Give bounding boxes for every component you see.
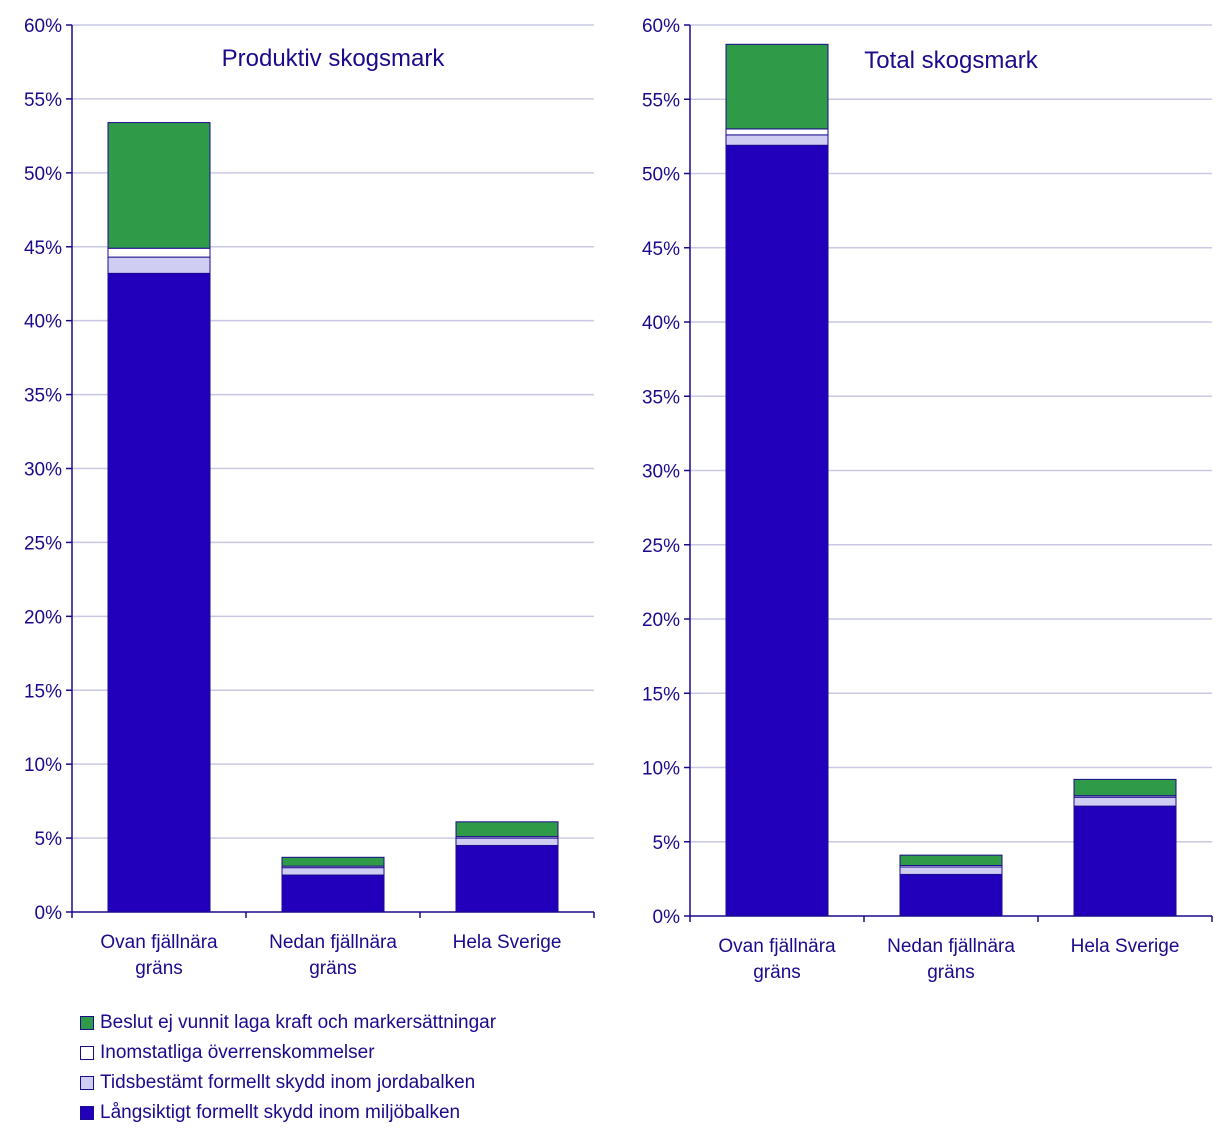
- bar-segment: [725, 134, 829, 146]
- x-category-label: Ovan fjällnära gräns: [718, 936, 836, 983]
- y-tick-label: 0%: [653, 907, 681, 928]
- legend-item-beslut: Beslut ej vunnit laga kraft och markersä…: [80, 1008, 496, 1038]
- x-category-label: Ovan fjällnära gräns: [100, 932, 218, 979]
- y-tick-label: 15%: [24, 681, 62, 702]
- y-tick-label: 0%: [35, 903, 63, 924]
- x-category-label: Hela Sverige: [453, 932, 562, 953]
- y-tick-label: 55%: [642, 90, 680, 111]
- y-tick-label: 30%: [642, 462, 680, 483]
- y-tick-label: 20%: [642, 610, 680, 631]
- bar-segment: [281, 867, 385, 876]
- y-tick-label: 50%: [642, 165, 680, 186]
- bar-segment: [725, 128, 829, 136]
- y-tick-label: 45%: [642, 239, 680, 260]
- y-tick-label: 50%: [24, 164, 62, 185]
- y-tick-label: 5%: [35, 829, 63, 850]
- bar-segment: [455, 821, 559, 838]
- bar-segment: [899, 873, 1003, 917]
- bar-segment: [899, 854, 1003, 867]
- legend-label: Tidsbestämt formellt skydd inom jordabal…: [100, 1072, 476, 1093]
- legend-item-langsiktigt: Långsiktigt formellt skydd inom miljöbal…: [80, 1098, 496, 1128]
- y-tick-label: 25%: [24, 533, 62, 554]
- bar-segment: [725, 43, 829, 130]
- legend-label: Beslut ej vunnit laga kraft och markersä…: [100, 1012, 497, 1033]
- bar-segment: [1073, 805, 1177, 917]
- chart-1: 0% 5% 10% 15% 20% 25% 30% 35% 40% 45% 50% 55% 60% Ova…: [24, 16, 595, 979]
- legend-label: Inomstatliga överrenskommelser: [100, 1042, 375, 1063]
- legend-swatch-icon: [80, 1106, 94, 1120]
- bar-segment: [107, 247, 211, 258]
- y-tick-label: 30%: [24, 460, 62, 481]
- y-tick-label: 20%: [24, 607, 62, 628]
- y-tick-label: 35%: [24, 386, 62, 407]
- chart-title: Total skogsmark: [864, 47, 1038, 74]
- y-tick-label: 25%: [642, 536, 680, 557]
- legend-label: Långsiktigt formellt skydd inom miljöbal…: [100, 1102, 461, 1123]
- bar-segment: [455, 844, 559, 913]
- bar-segment: [725, 144, 829, 917]
- legend-swatch-icon: [80, 1046, 94, 1060]
- legend-swatch-icon: [80, 1076, 94, 1090]
- legend: Beslut ej vunnit laga kraft och markersä…: [80, 1008, 496, 1128]
- y-tick-label: 10%: [642, 759, 680, 780]
- y-tick-label: 60%: [24, 16, 62, 37]
- charts-area: 0% 5% 10% 15% 20% 25% 30% 35% 40% 45% 50% 55% 60% Ova…: [24, 16, 1213, 983]
- bar-segment: [107, 272, 211, 913]
- bar-segment: [107, 122, 211, 249]
- chart-2: 0% 5% 10% 15% 20% 25% 30% 35% 40% 45% 50% 55% 60% Ova…: [642, 16, 1213, 983]
- legend-item-tidsbestamt: Tidsbestämt formellt skydd inom jordabal…: [80, 1068, 496, 1098]
- bar-segment: [107, 256, 211, 274]
- bar-segment: [1073, 778, 1177, 797]
- y-tick-label: 10%: [24, 755, 62, 776]
- x-category-label: Hela Sverige: [1071, 936, 1180, 957]
- chart-title: Produktiv skogsmark: [222, 45, 446, 72]
- legend-swatch-icon: [80, 1016, 94, 1030]
- y-tick-label: 40%: [24, 312, 62, 333]
- bar-segment: [899, 866, 1003, 875]
- y-tick-label: 35%: [642, 387, 680, 408]
- legend-item-inomstatliga: Inomstatliga överrenskommelser: [80, 1038, 496, 1068]
- bar-segment: [281, 874, 385, 913]
- y-tick-label: 55%: [24, 90, 62, 111]
- y-tick-label: 40%: [642, 313, 680, 334]
- y-tick-label: 60%: [642, 16, 680, 37]
- x-category-label: Nedan fjällnära gräns: [887, 936, 1015, 983]
- bar-segment: [455, 837, 559, 846]
- y-tick-label: 45%: [24, 238, 62, 259]
- bar-segment: [281, 856, 385, 867]
- y-tick-label: 5%: [653, 833, 681, 854]
- x-category-label: Nedan fjällnära gräns: [269, 932, 397, 979]
- y-tick-label: 15%: [642, 684, 680, 705]
- bar-segment: [1073, 796, 1177, 807]
